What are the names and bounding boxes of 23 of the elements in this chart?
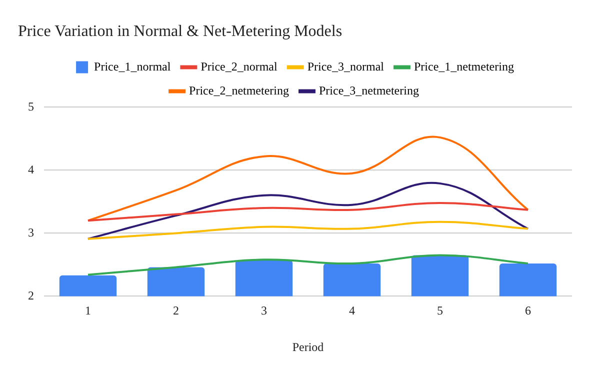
x-tick-label: 3 [261,304,267,318]
line-series [87,202,529,222]
line-series [87,220,529,240]
x-tick-label: 1 [85,304,91,318]
legend-label: Price_1_netmetering [414,59,514,74]
y-tick-label: 2 [28,288,34,302]
line-series [87,136,529,222]
legend-label: Price_2_netmetering [189,83,289,98]
y-tick-label: 4 [28,162,34,176]
chart-title: Price Variation in Normal & Net-Metering Models [18,22,342,40]
x-tick-label: 4 [349,304,355,318]
x-tick-label: 2 [173,304,179,318]
line-series [87,182,529,240]
x-tick-label: 5 [437,304,443,318]
legend-label: Price_2_normal [200,59,278,74]
x-axis-title: Period [292,340,324,354]
legend-label: Price_3_netmetering [319,83,419,98]
legend-label: Price_1_normal [94,59,172,74]
y-tick-label: 3 [28,225,34,240]
line-series [87,254,529,276]
x-tick-label: 6 [525,304,531,318]
y-tick-label: 5 [28,99,34,114]
legend-label: Price_3_normal [307,59,385,74]
